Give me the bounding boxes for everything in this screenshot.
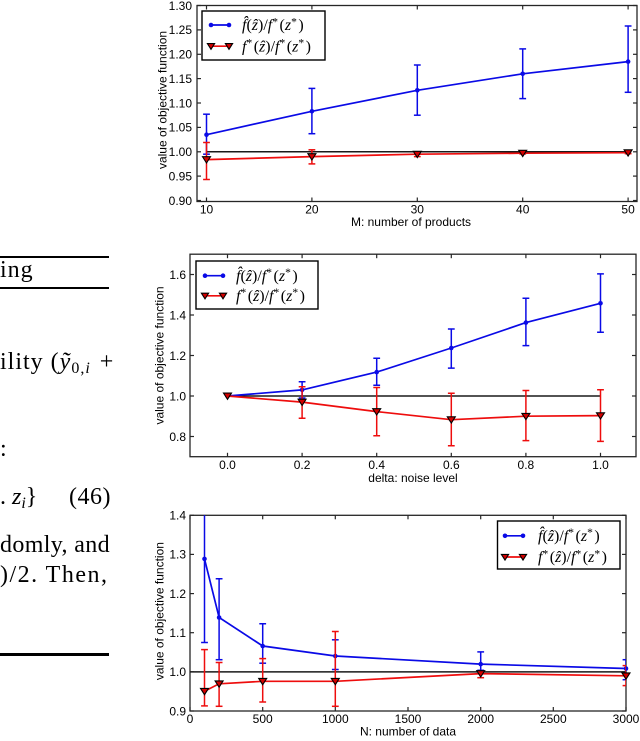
svg-text:1500: 1500 <box>395 712 422 726</box>
svg-text:0: 0 <box>187 712 194 726</box>
svg-text:0.6: 0.6 <box>443 458 460 472</box>
svg-text:1.2: 1.2 <box>169 587 186 601</box>
svg-text:1.20: 1.20 <box>169 48 193 62</box>
svg-text:2000: 2000 <box>467 712 494 726</box>
svg-text:1.6: 1.6 <box>169 268 186 282</box>
svg-text:1.25: 1.25 <box>169 23 193 37</box>
svg-text:value of objective function: value of objective function <box>153 542 167 680</box>
svg-text:1.0: 1.0 <box>169 665 186 679</box>
svg-text:500: 500 <box>253 712 273 726</box>
svg-text:f*(ẑ)/f*(z*): f*(ẑ)/f*(z*) <box>236 287 305 305</box>
svg-text:1.2: 1.2 <box>169 349 186 363</box>
svg-text:1.10: 1.10 <box>169 96 193 110</box>
svg-text:1.30: 1.30 <box>169 0 193 13</box>
svg-text:1.4: 1.4 <box>169 509 186 523</box>
svg-text:1.15: 1.15 <box>169 72 193 86</box>
svg-text:delta: noise level: delta: noise level <box>368 471 457 485</box>
svg-text:N: number of data: N: number of data <box>360 725 456 739</box>
svg-text:1.00: 1.00 <box>169 145 193 159</box>
svg-text:0.8: 0.8 <box>518 458 535 472</box>
svg-text:1.0: 1.0 <box>169 389 186 403</box>
svg-text:0.95: 0.95 <box>169 169 193 183</box>
svg-text:1.0: 1.0 <box>592 458 609 472</box>
svg-text:20: 20 <box>305 203 319 217</box>
svg-text:3000: 3000 <box>613 712 640 726</box>
svg-text:1.3: 1.3 <box>169 548 186 562</box>
svg-text:10: 10 <box>200 203 214 217</box>
svg-text:1000: 1000 <box>322 712 349 726</box>
svg-text:f̂(ẑ)/f*(z*): f̂(ẑ)/f*(z*) <box>236 266 298 285</box>
svg-text:0.0: 0.0 <box>219 458 236 472</box>
svg-text:f*(ẑ)/f*(z*): f*(ẑ)/f*(z*) <box>538 548 607 566</box>
svg-text:1.1: 1.1 <box>169 626 186 640</box>
svg-text:f̂(ẑ)/f*(z*): f̂(ẑ)/f*(z*) <box>538 526 600 545</box>
svg-text:f̂(ẑ)/f*(z*): f̂(ẑ)/f*(z*) <box>242 15 304 34</box>
svg-text:0.4: 0.4 <box>368 458 385 472</box>
svg-text:0.2: 0.2 <box>294 458 311 472</box>
svg-text:30: 30 <box>411 203 425 217</box>
svg-text:40: 40 <box>516 203 530 217</box>
svg-text:1.05: 1.05 <box>169 121 193 135</box>
svg-text:0.8: 0.8 <box>169 430 186 444</box>
svg-text:M: number of products: M: number of products <box>351 215 471 229</box>
svg-text:50: 50 <box>621 203 635 217</box>
svg-text:0.90: 0.90 <box>169 194 193 208</box>
svg-text:value of objective function: value of objective function <box>153 286 167 424</box>
svg-text:2500: 2500 <box>540 712 567 726</box>
svg-text:f*(ẑ)/f*(z*): f*(ẑ)/f*(z*) <box>242 38 311 56</box>
svg-text:value of objective function: value of objective function <box>156 31 170 169</box>
svg-text:0.9: 0.9 <box>169 704 186 718</box>
svg-text:1.4: 1.4 <box>169 308 186 322</box>
